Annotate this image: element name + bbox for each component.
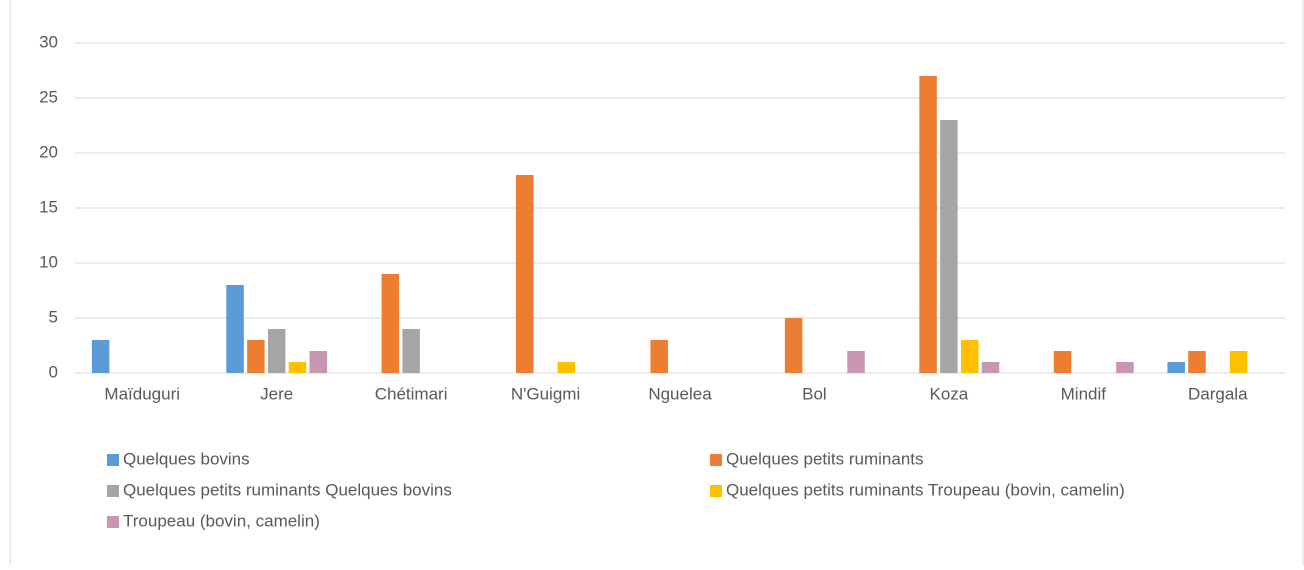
x-tick-label: N'Guigmi (511, 384, 580, 403)
x-tick-label: Chétimari (375, 384, 448, 403)
x-tick-label: Bol (802, 384, 827, 403)
legend-swatch (710, 454, 722, 466)
bar (1229, 351, 1248, 373)
y-tick-label: 10 (39, 252, 58, 271)
legend-swatch (710, 485, 722, 497)
bar (919, 76, 937, 373)
bar (381, 274, 400, 373)
bar (1188, 351, 1206, 373)
bar (847, 351, 865, 373)
x-tick-label: Mindif (1061, 384, 1107, 403)
bar (309, 351, 328, 373)
bar (516, 175, 534, 373)
legend-swatch (107, 485, 119, 497)
legend-label: Quelques petits ruminants (726, 449, 924, 468)
bar (288, 362, 307, 373)
legend-swatch (107, 454, 119, 466)
bar (402, 329, 420, 373)
bar (557, 362, 576, 373)
bar (247, 340, 265, 373)
bar (1053, 351, 1072, 373)
y-tick-label: 25 (39, 87, 58, 106)
bar (1167, 362, 1185, 373)
legend-swatch (107, 516, 119, 528)
bar (981, 362, 1000, 373)
y-tick-label: 0 (49, 362, 58, 381)
x-tick-label: Nguelea (648, 384, 712, 403)
y-tick-label: 30 (39, 32, 58, 51)
bar (267, 329, 286, 373)
y-tick-label: 20 (39, 142, 58, 161)
legend-label: Quelques bovins (123, 449, 250, 468)
bar (650, 340, 668, 373)
bar (1116, 362, 1134, 373)
bar (784, 318, 803, 373)
legend-label: Quelques petits ruminants Quelques bovin… (123, 480, 452, 499)
bar (91, 340, 110, 373)
y-tick-label: 5 (49, 307, 58, 326)
legend-label: Troupeau (bovin, camelin) (123, 511, 320, 530)
x-tick-label: Maïduguri (104, 384, 180, 403)
bar (226, 285, 244, 373)
bar (960, 340, 979, 373)
x-tick-label: Dargala (1188, 384, 1248, 403)
legend-label: Quelques petits ruminants Troupeau (bovi… (726, 480, 1125, 499)
x-tick-label: Jere (260, 384, 293, 403)
y-tick-label: 15 (39, 197, 58, 216)
x-tick-label: Koza (930, 384, 969, 403)
bar (940, 120, 958, 373)
